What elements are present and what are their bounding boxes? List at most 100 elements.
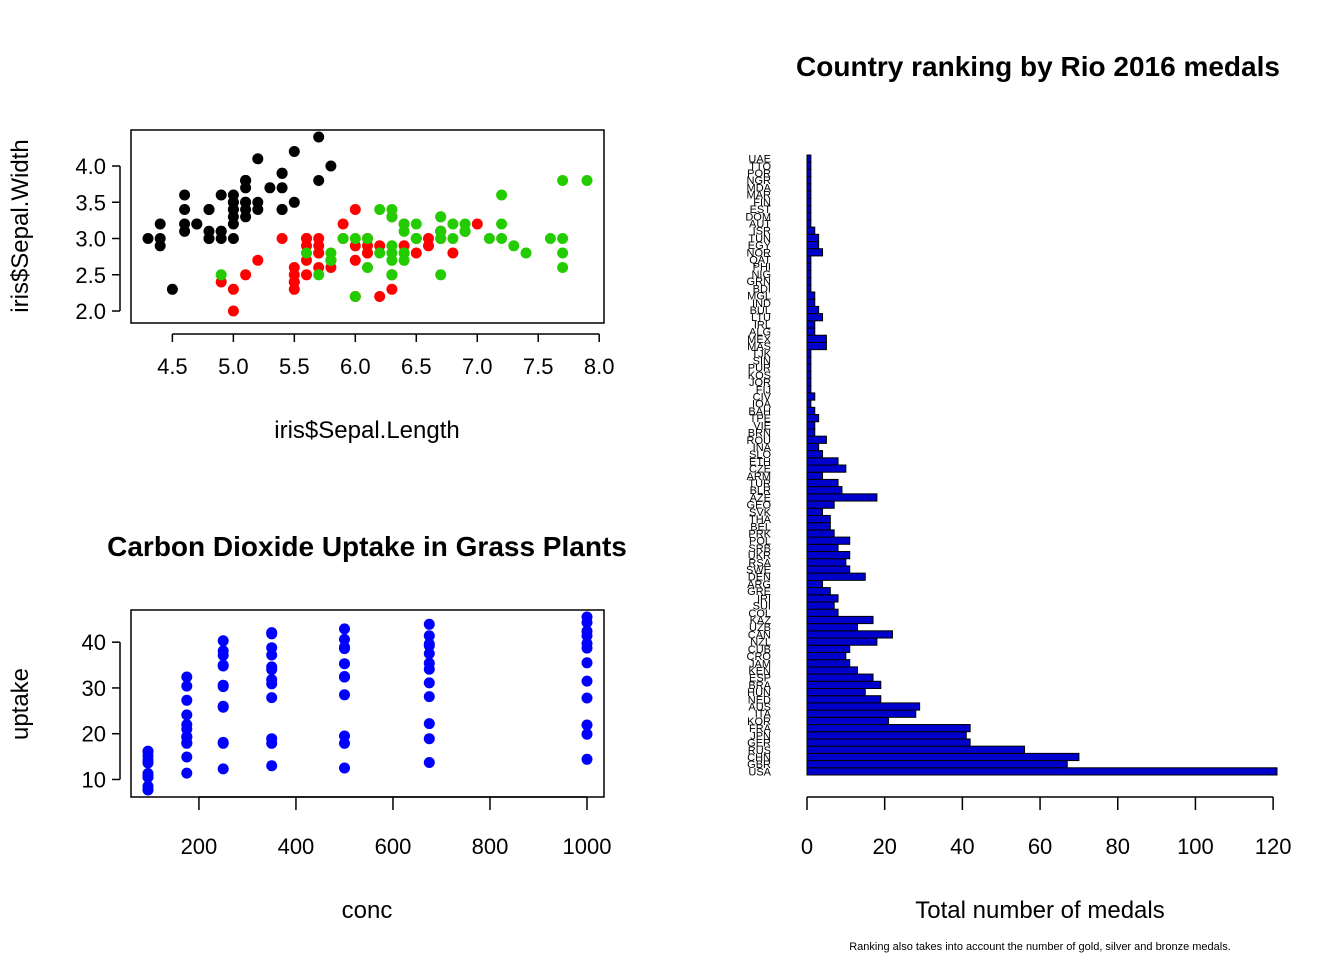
- iris-point: [483, 233, 495, 244]
- iris-point: [410, 218, 422, 230]
- iris-scatter-panel: 4.5 5.0 5.5 6.0 6.5 7.0 7.5 8.0 2.0 2.5 3.0 3.5 4.0…: [7, 129, 615, 444]
- rio-category-label: MDA: [747, 182, 772, 194]
- iris-y-tick-label: 2.5: [75, 263, 106, 288]
- iris-point: [301, 247, 312, 259]
- iris-point: [362, 247, 373, 259]
- rio-bar-eth: [806, 457, 839, 466]
- iris-point: [435, 233, 447, 244]
- rio-category-label: SWE: [746, 565, 771, 577]
- rio-bar-mex: [806, 334, 827, 343]
- rio-category-label: MAR: [747, 190, 772, 202]
- iris-point: [471, 218, 483, 230]
- iris-point: [301, 233, 312, 244]
- co2-chart-title: Carbon Dioxide Uptake in Grass Plants: [107, 531, 627, 562]
- rio-category-label: FIJ: [756, 384, 771, 396]
- rio-category-label: CHN: [747, 752, 771, 764]
- iris-point: [349, 254, 361, 266]
- iris-point: [215, 189, 227, 201]
- rio-bar-kos: [806, 370, 812, 379]
- iris-point: [410, 233, 422, 244]
- rio-category-label: USA: [748, 766, 771, 778]
- rio-category-labels: USAGBRCHNRUSGERJPNFRAKORITAAUSNEDHUNBRAE…: [745, 154, 771, 779]
- co2-point: [181, 694, 193, 706]
- rio-bar-swe: [806, 565, 851, 574]
- co2-point: [142, 771, 154, 783]
- iris-point: [374, 291, 386, 302]
- co2-point: [339, 643, 350, 655]
- rio-category-label: KEN: [748, 665, 771, 677]
- rio-bar-tha: [806, 514, 831, 524]
- rio-category-label: CUB: [748, 644, 771, 656]
- rio-bar-vie: [806, 421, 816, 430]
- co2-point: [181, 737, 193, 749]
- co2-point: [423, 618, 435, 630]
- iris-x-axis: 4.5 5.0 5.5 6.0 6.5 7.0 7.5 8.0: [157, 333, 615, 379]
- rio-category-label: LTU: [751, 312, 771, 324]
- rio-bar-jpn: [806, 731, 967, 740]
- rio-category-label: MGL: [747, 291, 771, 303]
- iris-point: [227, 305, 239, 317]
- rio-bar-tpe: [806, 414, 820, 423]
- rio-category-label: GBR: [747, 759, 771, 771]
- iris-point: [386, 269, 398, 281]
- rio-bar-qat: [806, 255, 812, 264]
- iris-x-axis-title: iris$Sepal.Length: [274, 417, 459, 444]
- rio-bar-aze: [806, 493, 878, 502]
- rio-category-label: BEL: [750, 521, 771, 533]
- rio-category-label: QAT: [749, 255, 771, 267]
- rio-category-label: POR: [747, 168, 771, 180]
- iris-point: [508, 240, 520, 252]
- co2-point: [266, 642, 278, 654]
- rio-bar-ukr: [806, 551, 851, 560]
- co2-point: [266, 678, 278, 690]
- iris-x-tick-label: 8.0: [584, 354, 615, 379]
- rio-bar-ltu: [806, 313, 824, 322]
- rio-category-label: TUR: [748, 478, 771, 490]
- iris-point: [423, 233, 434, 244]
- rio-category-label: KOR: [747, 716, 771, 728]
- rio-x-tick-label: 0: [801, 834, 813, 859]
- iris-point: [581, 175, 593, 186]
- iris-point: [398, 225, 410, 237]
- rio-x-tick-label: 20: [872, 834, 896, 859]
- co2-y-tick-label: 40: [82, 630, 106, 655]
- rio-category-label: ISR: [753, 226, 771, 238]
- iris-point: [362, 262, 373, 273]
- rio-chart-title: Country ranking by Rio 2016 medals: [796, 51, 1280, 82]
- rio-category-label: MEX: [747, 334, 772, 346]
- rio-category-label: TJK: [751, 348, 771, 360]
- co2-point: [266, 760, 278, 772]
- rio-category-label: INA: [753, 442, 772, 454]
- rio-category-label: SRB: [748, 543, 771, 555]
- rio-category-label: UKR: [748, 550, 771, 562]
- co2-point: [339, 658, 350, 670]
- co2-point: [339, 689, 350, 701]
- iris-point: [203, 204, 215, 215]
- co2-point: [423, 718, 435, 730]
- rio-category-label: IND: [752, 298, 771, 310]
- rio-category-label: POL: [749, 536, 771, 548]
- rio-category-label: BLR: [750, 485, 771, 497]
- rio-bar-fij: [806, 385, 812, 394]
- rio-bar-gre: [806, 587, 831, 596]
- rio-category-label: UZB: [749, 622, 771, 634]
- iris-x-tick-label: 5.5: [279, 354, 310, 379]
- co2-point: [423, 677, 435, 689]
- rio-category-label: JPN: [750, 730, 771, 742]
- rio-category-label: SVK: [749, 507, 772, 519]
- rio-bar-sui: [806, 601, 835, 610]
- rio-bar-slo: [806, 450, 824, 459]
- co2-point: [581, 675, 593, 687]
- rio-bar-cub: [806, 644, 851, 653]
- rio-bars: [806, 154, 1278, 776]
- rio-bar-esp: [806, 673, 874, 682]
- iris-point: [386, 283, 398, 295]
- rio-bar-bdi: [806, 284, 812, 293]
- rio-bar-arm: [806, 471, 824, 480]
- rio-category-label: GEO: [747, 500, 772, 512]
- rio-category-label: BRN: [748, 428, 771, 440]
- iris-y-tick-label: 3.0: [75, 227, 106, 252]
- co2-point: [266, 737, 278, 749]
- co2-point: [181, 709, 193, 721]
- iris-point: [215, 269, 227, 281]
